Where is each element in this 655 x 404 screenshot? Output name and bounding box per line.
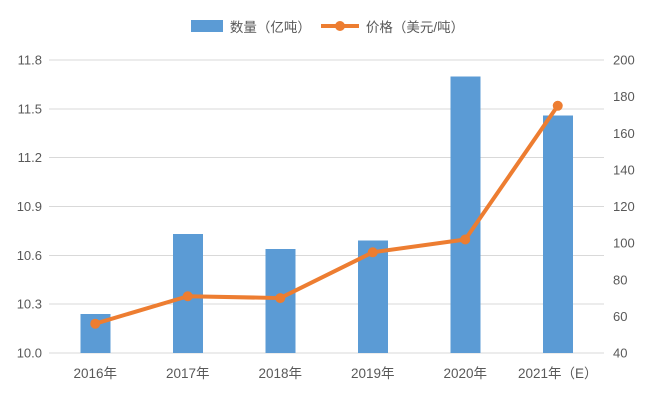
y-axis-right-tick-label: 160 bbox=[613, 126, 635, 141]
y-axis-left-tick-label: 11.2 bbox=[18, 150, 42, 165]
line-marker-2017年 bbox=[182, 291, 193, 302]
y-axis-right-tick-label: 100 bbox=[613, 236, 635, 251]
y-axis-right-tick-label: 60 bbox=[613, 309, 627, 324]
line-marker-2019年 bbox=[367, 247, 378, 258]
y-axis-left-tick-label: 10.3 bbox=[17, 297, 42, 312]
legend-label-quantity: 数量（亿吨） bbox=[229, 20, 311, 35]
x-axis-category-label: 2021年（E） bbox=[518, 366, 598, 381]
line-marker-2016年 bbox=[90, 318, 101, 329]
x-axis-category-label: 2020年 bbox=[443, 366, 487, 381]
y-axis-right-tick-label: 40 bbox=[613, 346, 627, 361]
x-axis-category-label: 2019年 bbox=[351, 366, 395, 381]
bar-2021年（E） bbox=[542, 115, 573, 353]
x-axis-category-label: 2016年 bbox=[73, 366, 117, 381]
bar-2020年 bbox=[450, 76, 481, 354]
y-axis-right-tick-label: 120 bbox=[613, 199, 635, 214]
line-marker-2018年 bbox=[275, 293, 286, 304]
x-axis-category-label: 2017年 bbox=[166, 366, 210, 381]
x-axis-category-label: 2018年 bbox=[258, 366, 302, 381]
chart-legend: 数量（亿吨） 价格（美元/吨） bbox=[0, 16, 655, 36]
y-axis-left-tick-label: 10.6 bbox=[17, 248, 42, 263]
legend-item-price: 价格（美元/吨） bbox=[320, 16, 465, 36]
price-line bbox=[93, 103, 560, 326]
y-axis-left-tick-label: 10.0 bbox=[17, 346, 42, 361]
y-axis-right-tick-label: 80 bbox=[613, 272, 627, 287]
y-axis-right-tick-label: 200 bbox=[613, 53, 635, 68]
y-axis-right-tick-label: 180 bbox=[613, 89, 635, 104]
y-axis-left-tick-label: 11.8 bbox=[18, 53, 42, 68]
legend-label-price: 价格（美元/吨） bbox=[365, 20, 465, 35]
legend-item-quantity: 数量（亿吨） bbox=[190, 16, 311, 36]
line-marker-2020年 bbox=[460, 234, 471, 245]
y-axis-right-tick-label: 140 bbox=[613, 162, 635, 177]
line-series-swatch-icon bbox=[320, 20, 359, 32]
bar-series-swatch-icon bbox=[190, 20, 223, 32]
line-marker-2021年（E） bbox=[552, 100, 563, 111]
y-axis-left-tick-label: 10.9 bbox=[17, 199, 42, 214]
y-axis-left-tick-label: 11.5 bbox=[18, 101, 42, 116]
